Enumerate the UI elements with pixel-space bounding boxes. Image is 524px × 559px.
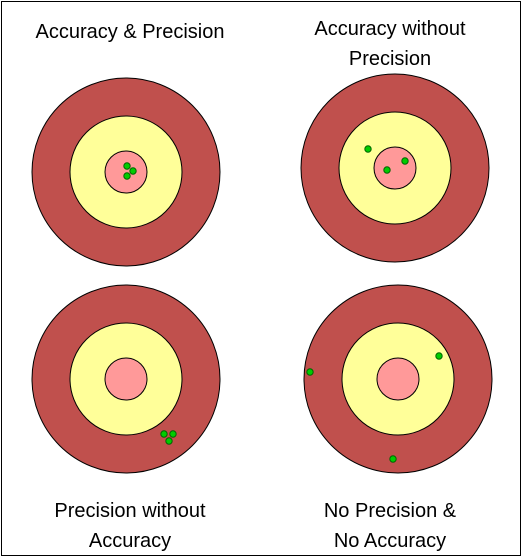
hit-marker-1 <box>364 145 372 153</box>
hit-marker-3 <box>383 166 391 174</box>
hit-marker-3 <box>389 455 397 463</box>
hit-marker-2 <box>435 352 443 360</box>
hit-marker-1 <box>123 162 131 170</box>
hit-marker-1 <box>306 368 314 376</box>
bullseye <box>376 357 420 401</box>
caption-line-1: No Precision & <box>323 500 457 522</box>
caption-line-2: No Accuracy <box>333 530 447 552</box>
hit-marker-2 <box>169 430 177 438</box>
caption-accuracy-without-precision: Accuracy without Precision <box>290 14 490 74</box>
hit-marker-3 <box>165 437 173 445</box>
caption-accuracy-precision: Accuracy & Precision <box>30 17 230 47</box>
caption-line-2: Precision <box>348 48 432 70</box>
caption-line-1: Accuracy without <box>314 18 466 40</box>
caption-line-1: Accuracy & Precision <box>35 21 225 43</box>
caption-precision-without-accuracy: Precision without Accuracy <box>30 496 230 556</box>
hit-marker-2 <box>129 167 137 175</box>
caption-line-2: Accuracy <box>88 530 172 552</box>
caption-line-1: Precision without <box>54 500 206 522</box>
hit-marker-3 <box>123 172 131 180</box>
bullseye <box>104 357 148 401</box>
hit-marker-2 <box>401 157 409 165</box>
bullseye <box>104 150 148 194</box>
hit-marker-1 <box>160 430 168 438</box>
caption-no-precision-no-accuracy: No Precision & No Accuracy <box>290 496 490 556</box>
